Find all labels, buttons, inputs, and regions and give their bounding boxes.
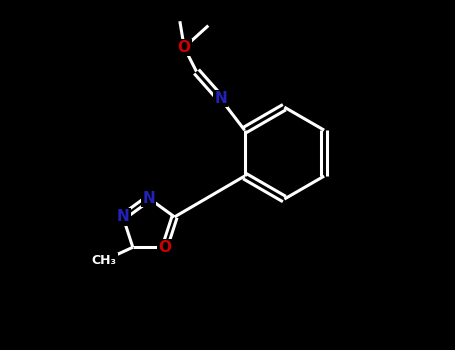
Text: N: N xyxy=(214,91,227,106)
Text: N: N xyxy=(142,191,155,206)
Text: N: N xyxy=(116,209,129,224)
Text: CH₃: CH₃ xyxy=(92,254,117,267)
Text: O: O xyxy=(178,40,191,55)
Text: O: O xyxy=(158,240,171,255)
